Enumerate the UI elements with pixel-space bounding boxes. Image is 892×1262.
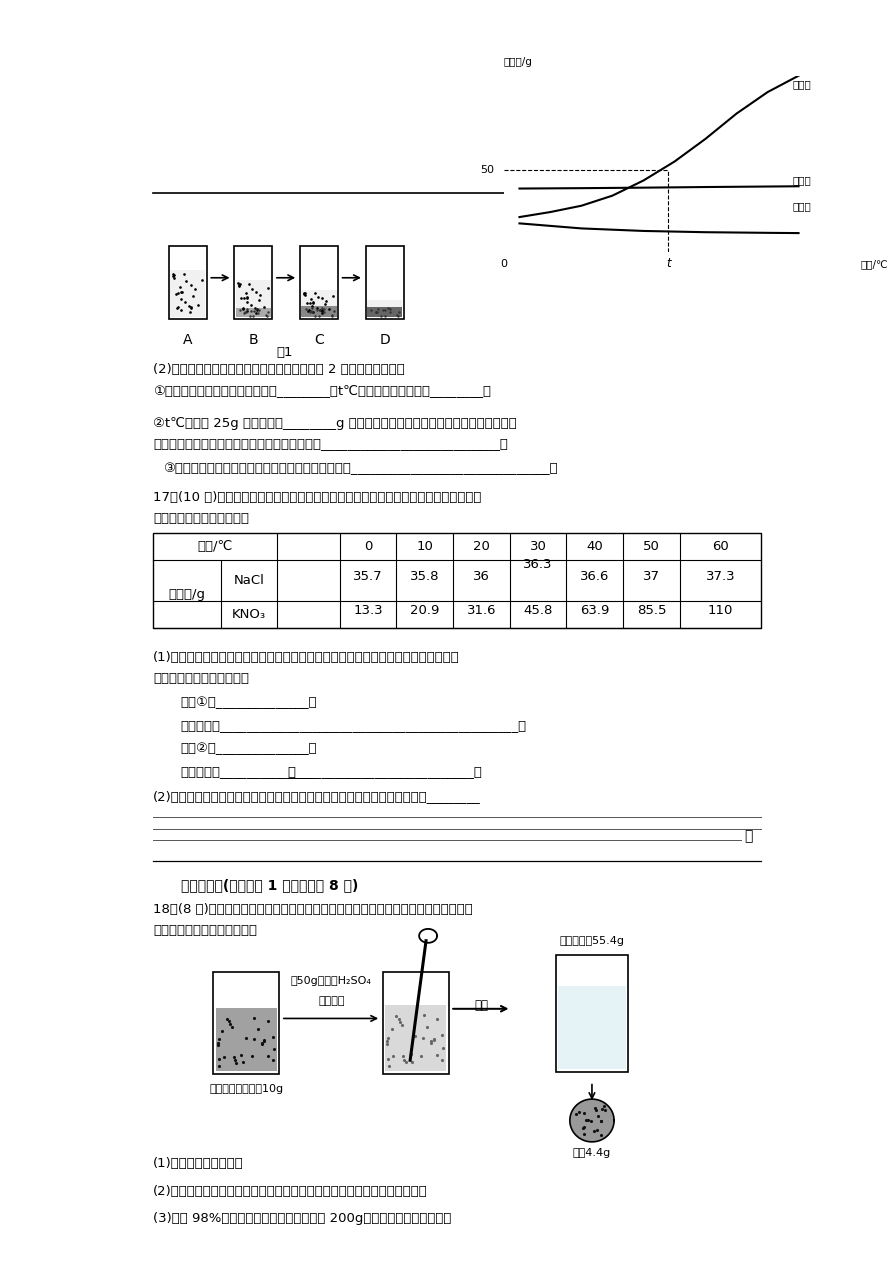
Text: 36: 36 — [473, 570, 490, 583]
Text: 37: 37 — [643, 570, 660, 583]
Bar — [235, 308, 271, 317]
Text: 素对食盐溶解速率的影响：: 素对食盐溶解速率的影响： — [153, 673, 249, 685]
Bar — [216, 1008, 277, 1071]
Text: (2)反应后烧杯中稀硫酸无剩余，请计算所用稀硫酸溶液中溶质的质量分数。: (2)反应后烧杯中稀硫酸无剩余，请计算所用稀硫酸溶液中溶质的质量分数。 — [153, 1185, 428, 1198]
Text: 。___________________________。: 。___________________________。 — [288, 765, 483, 779]
Text: 37.3: 37.3 — [706, 570, 735, 583]
Bar — [235, 280, 271, 317]
Ellipse shape — [570, 1099, 614, 1142]
Bar — [367, 299, 402, 317]
Text: 图1: 图1 — [277, 346, 293, 358]
Text: 氯化钠: 氯化钠 — [792, 175, 811, 186]
Bar — [213, 972, 279, 1074]
Text: 13.3: 13.3 — [353, 604, 383, 617]
Text: 63.9: 63.9 — [580, 604, 609, 617]
Text: 20: 20 — [473, 540, 490, 553]
Bar — [367, 307, 402, 317]
Bar — [301, 290, 336, 317]
Text: 温度/℃: 温度/℃ — [197, 540, 233, 553]
Text: 因素①：______________，: 因素①：______________， — [180, 697, 318, 709]
Text: ③硝酸钾溶液中含有少量氯化钠杂质，提纯的方法是______________________________。: ③硝酸钾溶液中含有少量氯化钠杂质，提纯的方法是_________________… — [163, 462, 558, 476]
Text: 36.3: 36.3 — [524, 558, 553, 572]
Bar — [383, 972, 449, 1074]
Text: 35.8: 35.8 — [410, 570, 440, 583]
Text: 110: 110 — [708, 604, 733, 617]
Text: A: A — [183, 333, 193, 347]
Text: 因素②：______________，: 因素②：______________， — [180, 742, 318, 755]
Text: 60: 60 — [712, 540, 729, 553]
Text: (1)从你能想到的可能影响食盐在水中溶解速率的因素中，写出其中两项，并预测此因: (1)从你能想到的可能影响食盐在水中溶解速率的因素中，写出其中两项，并预测此因 — [153, 651, 459, 664]
Text: 硫酸锶: 硫酸锶 — [792, 201, 811, 211]
Text: (1)混合物中铁的质量。: (1)混合物中铁的质量。 — [153, 1157, 244, 1170]
Text: KNO₃: KNO₃ — [232, 608, 266, 621]
Text: (3)欲用 98%的浓硫酸配制该浓度的稀硫酸 200g，需要水的质量是多少？: (3)欲用 98%的浓硫酸配制该浓度的稀硫酸 200g，需要水的质量是多少？ — [153, 1212, 451, 1224]
Bar — [556, 955, 628, 1071]
Text: 滤渣4.4g: 滤渣4.4g — [573, 1147, 611, 1157]
Text: 20.9: 20.9 — [410, 604, 440, 617]
Text: 你的预测：______________: 你的预测：______________ — [180, 765, 313, 779]
Text: 50: 50 — [643, 540, 660, 553]
Bar — [169, 270, 205, 317]
Text: 响食盐在水中溶解的速率。: 响食盐在水中溶解的速率。 — [153, 511, 249, 525]
Text: C: C — [314, 333, 324, 347]
Text: 。: 。 — [744, 829, 753, 843]
Text: NaCl: NaCl — [234, 574, 265, 587]
Text: ①溶解度变化受温度影响最大的是________，t℃时，溶解度最小的是________。: ①溶解度变化受温度影响最大的是________，t℃时，溶解度最小的是_____… — [153, 384, 491, 398]
Text: (2)氯化钠、硝酸钾、硫酸锶的溶解度曲线如图 2 所示。据图回答：: (2)氯化钠、硝酸钾、硫酸锶的溶解度曲线如图 2 所示。据图回答： — [153, 363, 405, 376]
Bar — [366, 246, 403, 319]
Text: 溶解度/g: 溶解度/g — [504, 57, 533, 67]
Text: 0: 0 — [364, 540, 372, 553]
Text: 温度/℃: 温度/℃ — [861, 259, 888, 269]
Text: 你的预测：_____________________________________________；: 你的预测：___________________________________… — [180, 719, 527, 732]
Text: (2)从你所列因素中选出一个，通过实验验证你的预测。你设计的实验方案是________: (2)从你所列因素中选出一个，通过实验验证你的预测。你设计的实验方案是_____… — [153, 790, 481, 804]
Text: 10: 10 — [417, 540, 434, 553]
Text: 35.7: 35.7 — [353, 570, 383, 583]
Text: 18．(8 分)某化学兴趣小组同学欲测定某铁粉与碳粉混合物中铁的质量分数，他们进行: 18．(8 分)某化学兴趣小组同学欲测定某铁粉与碳粉混合物中铁的质量分数，他们进… — [153, 904, 473, 916]
Bar — [385, 1006, 446, 1071]
Text: 溶解度/g: 溶解度/g — [169, 588, 205, 601]
Text: 17．(10 分)探究影响食盐在水中溶解速率的因素：小英在做饭时，发现很多因素都能影: 17．(10 分)探究影响食盐在水中溶解速率的因素：小英在做饭时，发现很多因素都… — [153, 491, 482, 504]
Text: 滤液质量为55.4g: 滤液质量为55.4g — [559, 935, 624, 945]
Text: 50: 50 — [481, 165, 495, 175]
Text: 45.8: 45.8 — [524, 604, 553, 617]
Text: 31.6: 31.6 — [467, 604, 496, 617]
Text: 四、计算题(本题包括 1 个小题，共 8 分): 四、计算题(本题包括 1 个小题，共 8 分) — [180, 878, 358, 892]
Text: ②t℃时，将 25g 硫酸锶加入________g 水中，完全溶解后，恰好得到饱和溶液。要进一: ②t℃时，将 25g 硫酸锶加入________g 水中，完全溶解后，恰好得到饱… — [153, 416, 516, 429]
Text: 过滤: 过滤 — [475, 1000, 488, 1012]
Bar — [301, 307, 336, 317]
Text: B: B — [248, 333, 258, 347]
Text: 硝酸钾: 硝酸钾 — [792, 80, 811, 90]
Text: 36.6: 36.6 — [580, 570, 609, 583]
Text: 铁粉和碳粉混合物10g: 铁粉和碳粉混合物10g — [210, 1084, 284, 1094]
Text: 0: 0 — [500, 259, 508, 269]
Text: 加50g足量稀H₂SO₄: 加50g足量稀H₂SO₄ — [291, 977, 372, 987]
Text: 40: 40 — [586, 540, 603, 553]
Text: 了如图所示的实验。请计算：: 了如图所示的实验。请计算： — [153, 924, 257, 936]
Text: t: t — [666, 257, 671, 270]
Text: 充分反应: 充分反应 — [318, 996, 344, 1006]
Text: 85.5: 85.5 — [637, 604, 666, 617]
Text: 步提高该溶液的溶质质量分数，可进行的操作是___________________________。: 步提高该溶液的溶质质量分数，可进行的操作是___________________… — [153, 438, 508, 451]
Bar — [153, 533, 761, 628]
Bar — [235, 246, 272, 319]
Bar — [300, 246, 338, 319]
Text: 30: 30 — [530, 540, 547, 553]
Text: D: D — [379, 333, 390, 347]
Bar — [558, 987, 626, 1069]
Bar — [169, 246, 207, 319]
